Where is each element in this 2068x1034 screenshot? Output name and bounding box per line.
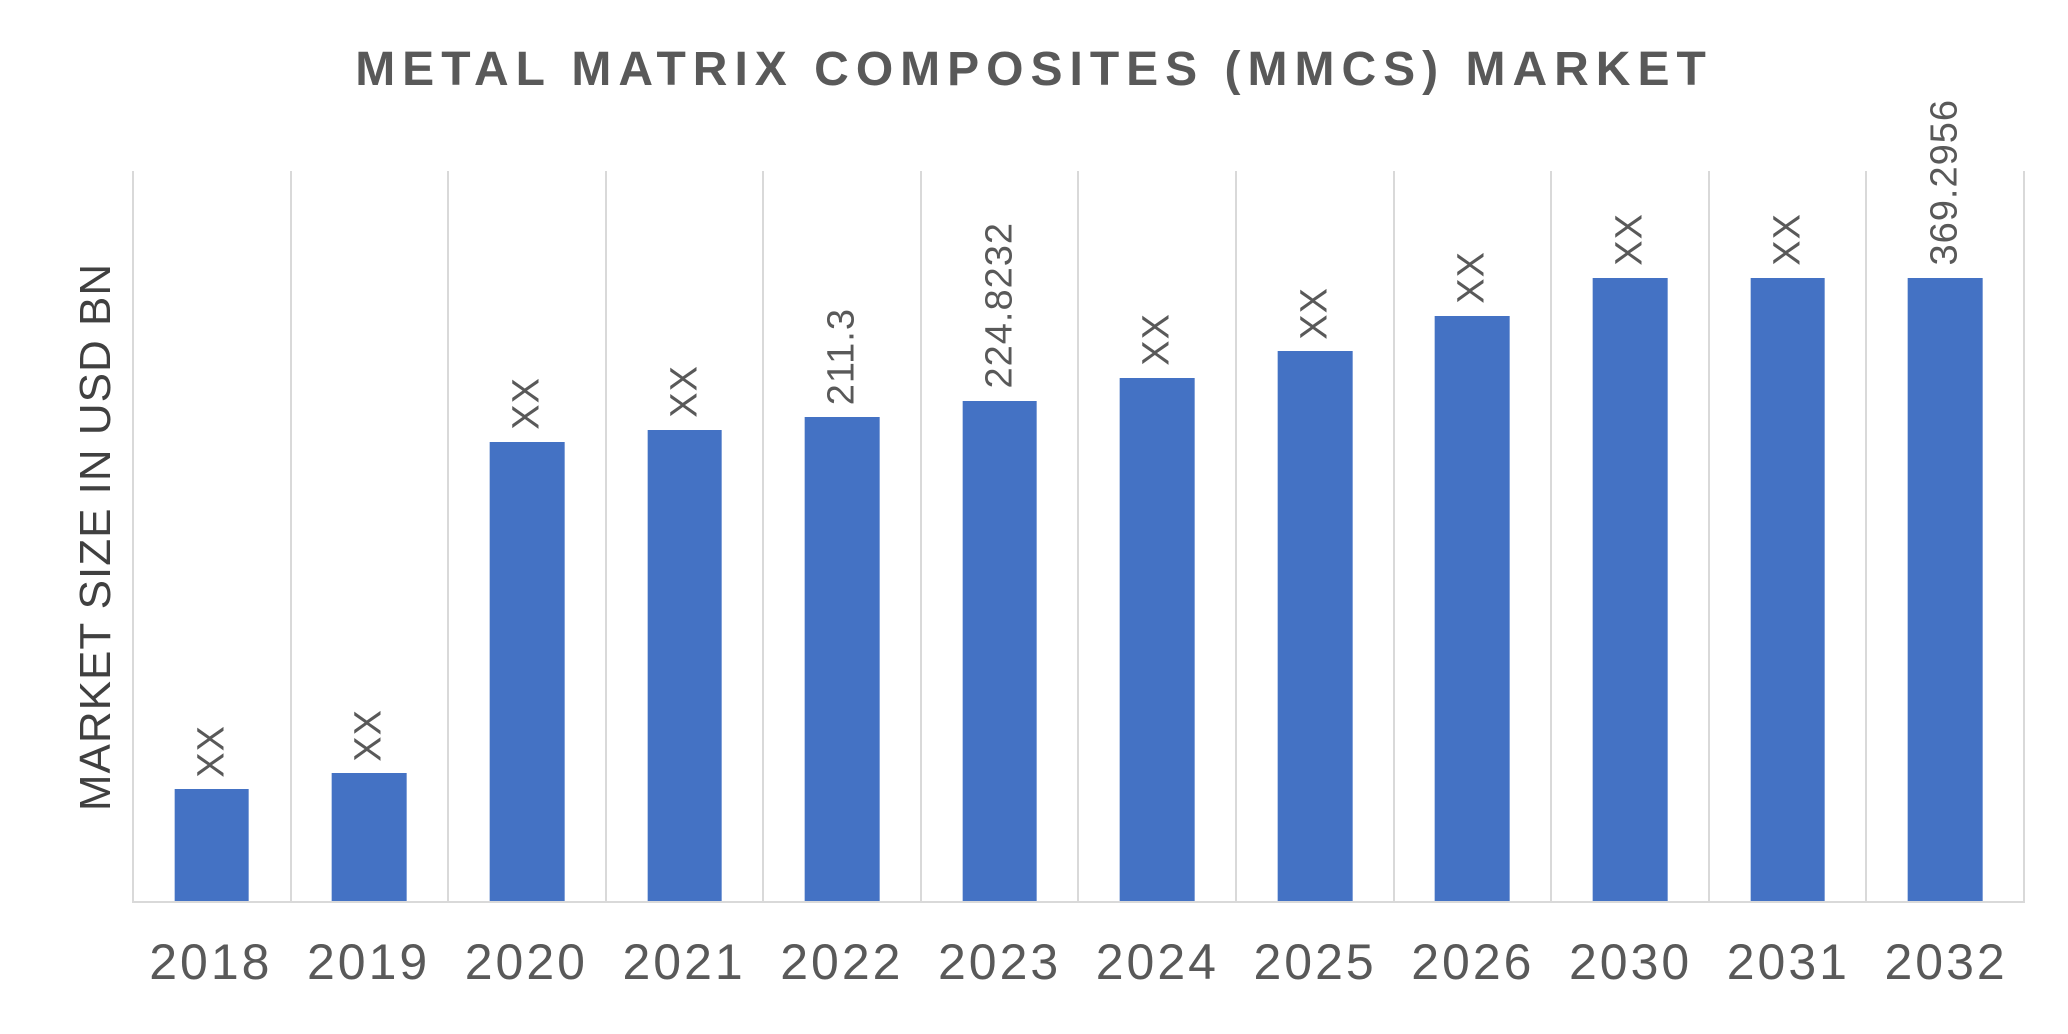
bar-column: 224.8232 [919, 171, 1078, 901]
x-tick-label: 2025 [1253, 934, 1377, 990]
bar-value-label: XX [1293, 286, 1336, 340]
bar-2023 [962, 400, 1038, 901]
bar-column: XX [1235, 171, 1393, 901]
bar-value-label: 211.3 [820, 307, 863, 406]
plot-area: XX XX XX XX 211.3 224.8232 XX XX XX XX XX 369.2956 [132, 99, 2025, 903]
x-tick-label: 2023 [938, 934, 1062, 990]
x-tick-label: 2020 [464, 934, 588, 990]
bar-value-label: XX [190, 724, 233, 778]
x-tick-label: 2026 [1411, 934, 1535, 990]
bar-2018 [174, 789, 250, 901]
bar-column: XX [1550, 171, 1708, 901]
bar-column: XX [1392, 171, 1551, 901]
bar-value-label: XX [663, 365, 706, 419]
bar-2022 [804, 417, 880, 901]
bar-column: XX [1707, 171, 1866, 901]
bar-column: XX [447, 171, 605, 901]
x-tick-label: 2018 [149, 934, 273, 990]
bar-value-label: XX [505, 377, 548, 430]
bar-2030 [1592, 277, 1668, 901]
bar-column: XX [604, 171, 763, 901]
bar-column: XX [132, 171, 290, 901]
bar-2026 [1435, 315, 1510, 901]
bar-value-label: XX [1766, 212, 1809, 266]
y-axis-title: MARKET SIZE IN USD BN [71, 262, 120, 812]
x-tick-label: 2030 [1569, 934, 1693, 990]
bar-2032 [1907, 277, 1983, 901]
x-tick-label: 2019 [307, 934, 431, 990]
bar-column: 369.2956 [1865, 99, 2025, 901]
bar-2025 [1277, 351, 1353, 901]
bar-value-label: XX [347, 708, 390, 762]
bar-column: XX [289, 171, 448, 901]
x-axis: 2018 2019 2020 2021 2022 2023 2024 2025 2026 2030… [132, 922, 2025, 1002]
x-tick-label: 2032 [1884, 934, 2008, 990]
bar-column: 211.3 [762, 171, 920, 901]
x-tick-label: 2031 [1726, 934, 1850, 990]
x-tick-label: 2022 [780, 934, 904, 990]
bar-2021 [647, 430, 722, 901]
bar-value-label: XX [1608, 212, 1651, 266]
bar-value-label: XX [1450, 250, 1493, 304]
bar-column: XX [1077, 171, 1235, 901]
bar-value-label: 369.2956 [1923, 99, 1966, 266]
bar-2020 [489, 441, 565, 901]
bar-2031 [1750, 277, 1825, 901]
bar-value-label: XX [1135, 312, 1178, 366]
x-tick-label: 2024 [1095, 934, 1219, 990]
bar-value-label: 224.8232 [978, 222, 1021, 389]
chart-title: METAL MATRIX COMPOSITES (MMCS) MARKET [355, 43, 1713, 96]
bar-2024 [1119, 377, 1195, 901]
bar-2019 [332, 773, 407, 901]
x-tick-label: 2021 [622, 934, 746, 990]
